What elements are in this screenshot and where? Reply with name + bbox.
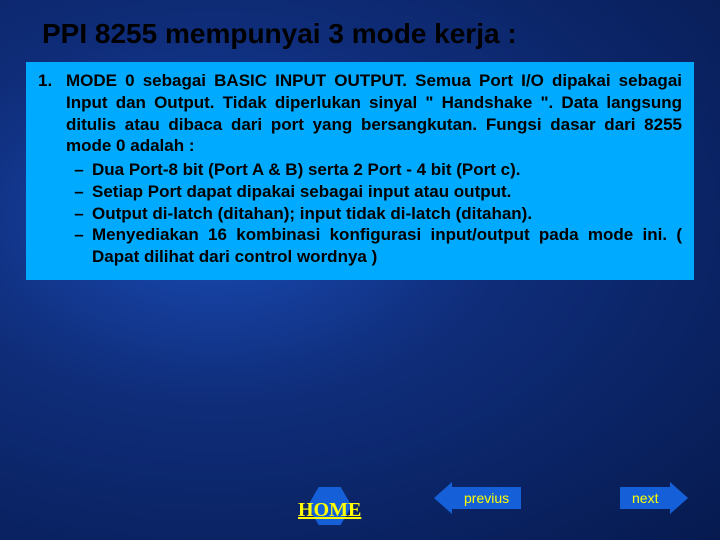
item-heading: MODE 0 sebagai BASIC INPUT OUTPUT. <box>66 71 407 90</box>
dash-icon: – <box>66 224 92 268</box>
arrow-right-icon <box>670 482 688 514</box>
previous-button[interactable]: previus <box>434 482 521 514</box>
bullet-text: Output di-latch (ditahan); input tidak d… <box>92 203 682 225</box>
dash-icon: – <box>66 203 92 225</box>
slide-title: PPI 8255 mempunyai 3 mode kerja : <box>0 0 720 58</box>
home-label: HOME <box>298 499 361 522</box>
content-box: 1. MODE 0 sebagai BASIC INPUT OUTPUT. Se… <box>26 62 694 280</box>
sublist: – Dua Port-8 bit (Port A & B) serta 2 Po… <box>66 159 682 268</box>
sublist-item: – Menyediakan 16 kombinasi konfigurasi i… <box>66 224 682 268</box>
dash-icon: – <box>66 159 92 181</box>
bullet-text: Setiap Port dapat dipakai sebagai input … <box>92 181 682 203</box>
list-item: 1. MODE 0 sebagai BASIC INPUT OUTPUT. Se… <box>38 70 682 268</box>
next-label: next <box>620 487 670 509</box>
dash-icon: – <box>66 181 92 203</box>
sublist-item: – Setiap Port dapat dipakai sebagai inpu… <box>66 181 682 203</box>
home-button[interactable]: HOME <box>298 487 361 522</box>
arrow-left-icon <box>434 482 452 514</box>
bullet-text: Menyediakan 16 kombinasi konfigurasi inp… <box>92 224 682 268</box>
list-number: 1. <box>38 70 66 268</box>
prev-label: previus <box>452 487 521 509</box>
sublist-item: – Output di-latch (ditahan); input tidak… <box>66 203 682 225</box>
sublist-item: – Dua Port-8 bit (Port A & B) serta 2 Po… <box>66 159 682 181</box>
next-button[interactable]: next <box>620 482 688 514</box>
bullet-text: Dua Port-8 bit (Port A & B) serta 2 Port… <box>92 159 682 181</box>
list-body: MODE 0 sebagai BASIC INPUT OUTPUT. Semua… <box>66 70 682 268</box>
